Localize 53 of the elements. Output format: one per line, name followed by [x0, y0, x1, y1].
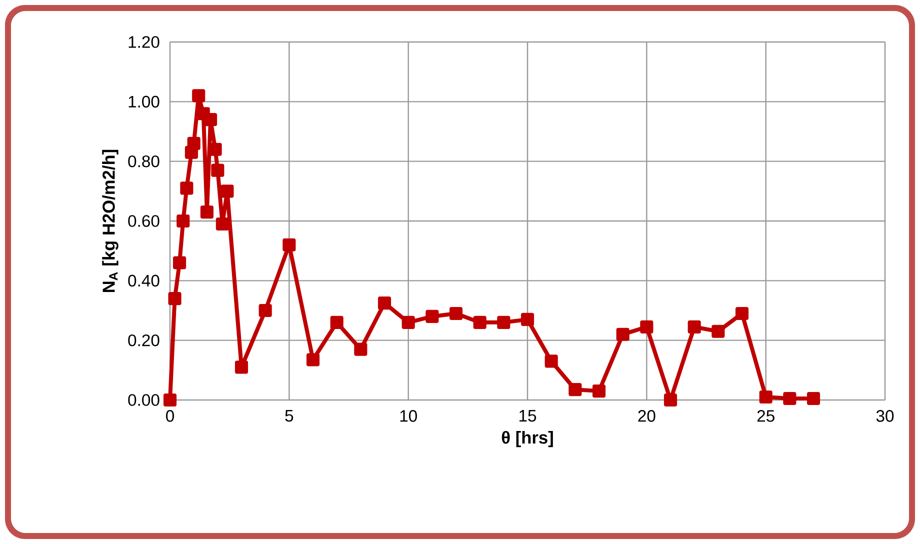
x-tick-label: 25 — [757, 410, 774, 422]
point — [200, 206, 214, 219]
point — [192, 89, 206, 102]
y-tick-label: 0.20 — [128, 334, 160, 346]
y-tick-label: 0.00 — [128, 394, 160, 406]
y-tick-label: 0.80 — [128, 155, 160, 168]
point — [306, 353, 320, 366]
point — [163, 393, 177, 407]
point — [712, 324, 725, 338]
point — [211, 164, 224, 177]
point — [330, 316, 344, 329]
point — [258, 304, 272, 318]
point — [688, 320, 701, 334]
point — [497, 316, 510, 329]
x-tick-label: 10 — [400, 410, 417, 422]
point — [640, 320, 654, 334]
point — [544, 354, 558, 368]
point — [806, 392, 820, 406]
point — [759, 390, 772, 404]
x-tick-label: 5 — [285, 410, 294, 422]
point — [168, 292, 182, 306]
point — [173, 256, 186, 270]
point — [402, 316, 415, 329]
y-tick-label: 1.20 — [128, 36, 160, 48]
point — [220, 184, 234, 198]
point — [282, 238, 296, 252]
point — [592, 384, 606, 398]
x-tick-label: 15 — [520, 410, 536, 422]
point — [520, 312, 534, 326]
x-tick-label: 20 — [638, 410, 656, 422]
point — [664, 393, 678, 407]
point — [176, 214, 190, 228]
point — [204, 113, 218, 126]
point — [354, 342, 368, 356]
point — [426, 310, 439, 324]
point — [187, 136, 200, 150]
y-axis-title: N$_{A}$ [kg H2O/m2/h] — [102, 150, 118, 292]
point — [449, 306, 463, 320]
x-tick-label: 0 — [166, 410, 174, 422]
point — [216, 217, 229, 231]
point — [783, 392, 796, 406]
point — [568, 383, 582, 396]
point — [473, 316, 486, 329]
point — [735, 306, 749, 320]
x-axis-title: θ [hrs] — [502, 430, 553, 448]
point — [180, 182, 194, 195]
point — [616, 328, 630, 341]
point — [378, 296, 392, 310]
x-tick-label: 30 — [876, 410, 894, 422]
y-tick-label: 0.40 — [128, 274, 160, 287]
point — [234, 360, 248, 374]
y-tick-label: 1.00 — [128, 96, 160, 108]
y-tick-label: 0.60 — [128, 215, 160, 227]
